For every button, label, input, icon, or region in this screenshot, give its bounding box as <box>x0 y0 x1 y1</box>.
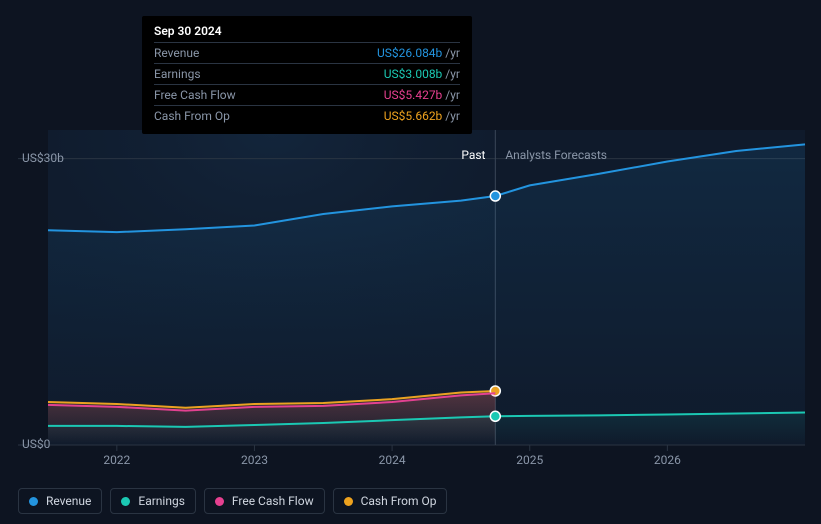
legend-item-revenue[interactable]: Revenue <box>18 488 102 514</box>
tooltip-row-label: Earnings <box>154 67 201 81</box>
legend-label: Earnings <box>138 494 185 508</box>
past-label: Past <box>461 148 485 162</box>
legend-label: Revenue <box>46 494 91 508</box>
forecast-label: Analysts Forecasts <box>505 148 607 162</box>
tooltip-row-value: US$5.662b/yr <box>384 109 460 123</box>
x-tick: 2023 <box>241 453 268 467</box>
tooltip-row-value: US$5.427b/yr <box>384 88 460 102</box>
legend-label: Cash From Op <box>361 494 437 508</box>
y-tick: US$0 <box>22 437 50 451</box>
legend-item-earnings[interactable]: Earnings <box>110 488 196 514</box>
financials-chart: Sep 30 2024 Revenue US$26.084b/yr Earnings… <box>0 0 821 524</box>
tooltip-row-label: Cash From Op <box>154 109 230 123</box>
hover-tooltip: Sep 30 2024 Revenue US$26.084b/yr Earnings… <box>142 16 472 134</box>
legend-dot-icon <box>29 497 38 506</box>
tooltip-row-value: US$26.084b/yr <box>377 46 460 60</box>
x-tick: 2026 <box>654 453 681 467</box>
tooltip-row-fcf: Free Cash Flow US$5.427b/yr <box>154 84 460 105</box>
tooltip-row-earnings: Earnings US$3.008b/yr <box>154 63 460 84</box>
y-tick: US$30b <box>22 151 64 165</box>
tooltip-row-label: Free Cash Flow <box>154 88 236 102</box>
series-marker-revenue <box>490 191 500 201</box>
tooltip-row-label: Revenue <box>154 46 199 60</box>
tooltip-date: Sep 30 2024 <box>154 24 460 38</box>
legend-item-cfo[interactable]: Cash From Op <box>333 488 448 514</box>
tooltip-row-cfo: Cash From Op US$5.662b/yr <box>154 105 460 126</box>
legend-dot-icon <box>215 497 224 506</box>
legend-dot-icon <box>121 497 130 506</box>
x-tick: 2024 <box>379 453 406 467</box>
tooltip-rows: Revenue US$26.084b/yr Earnings US$3.008b/yr… <box>154 42 460 126</box>
tooltip-row-revenue: Revenue US$26.084b/yr <box>154 42 460 63</box>
x-tick: 2025 <box>516 453 543 467</box>
tooltip-row-value: US$3.008b/yr <box>384 67 460 81</box>
legend: Revenue Earnings Free Cash Flow Cash From O… <box>18 488 447 514</box>
legend-item-fcf[interactable]: Free Cash Flow <box>204 488 325 514</box>
legend-dot-icon <box>344 497 353 506</box>
legend-label: Free Cash Flow <box>232 494 314 508</box>
series-marker-earnings <box>490 411 500 421</box>
x-tick: 2022 <box>103 453 130 467</box>
